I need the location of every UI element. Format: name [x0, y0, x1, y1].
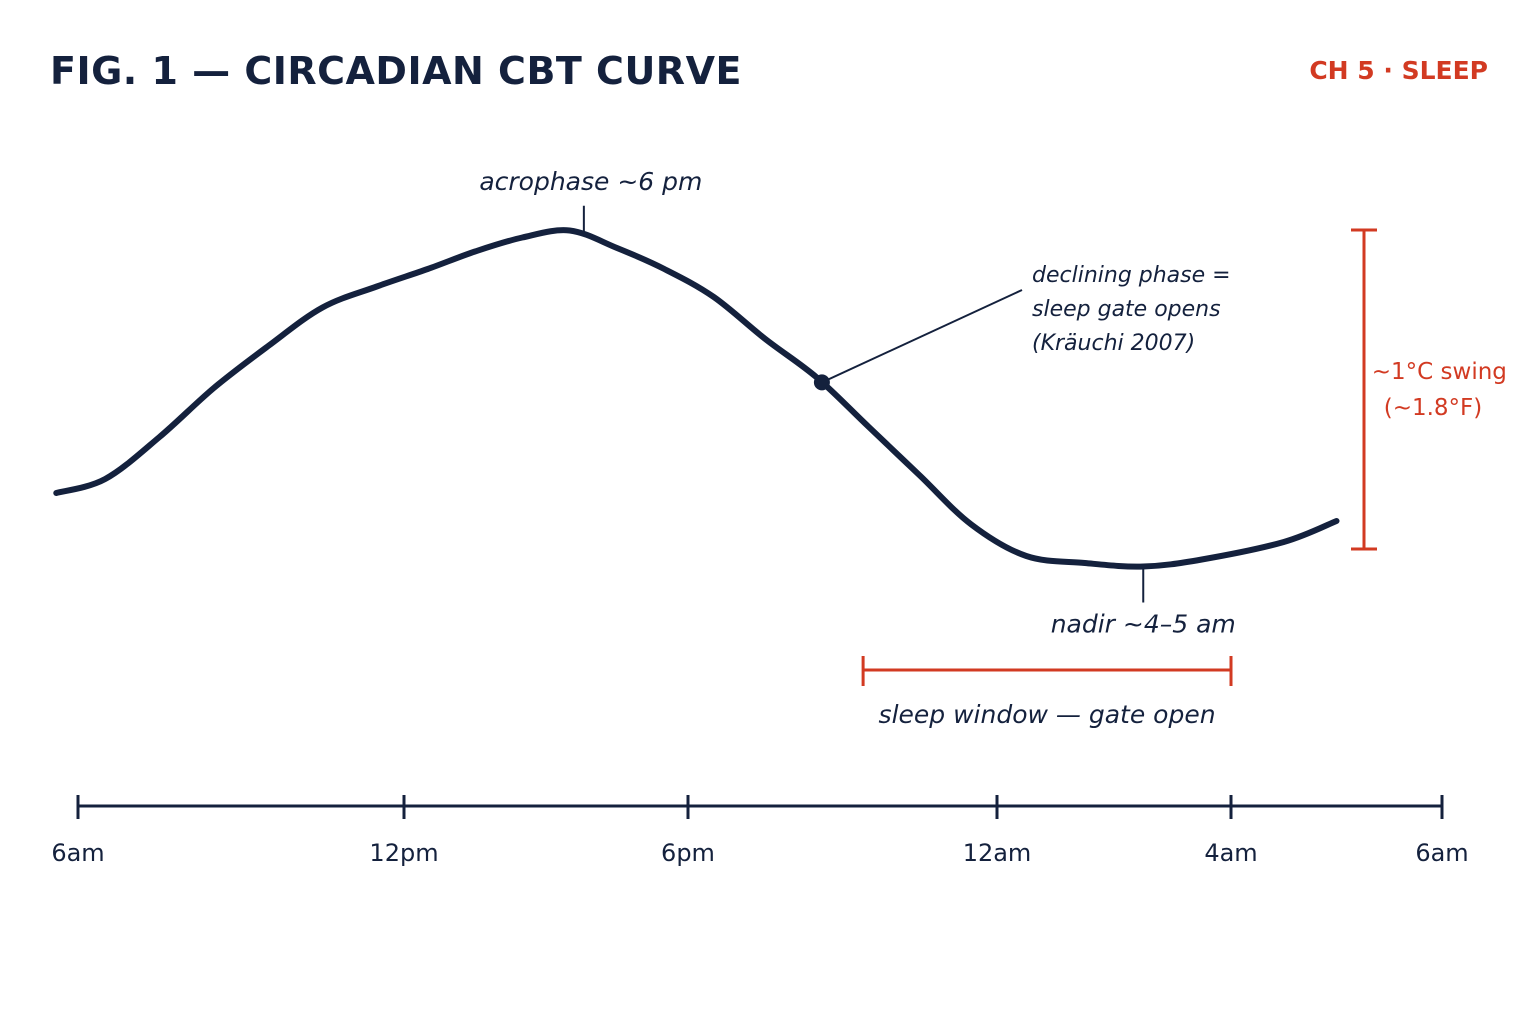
- amplitude-label: ~1°C swing (~1.8°F): [1372, 359, 1514, 421]
- sleep-window-bracket: [861, 656, 1233, 686]
- amplitude-bracket: [1351, 228, 1377, 551]
- nadir-label: nadir ~4–5 am: [1051, 610, 1236, 639]
- chapter-tag: CH 5 · SLEEP: [1309, 56, 1488, 85]
- declining-phase-label: declining phase = sleep gate opens (Kräu…: [1032, 263, 1238, 356]
- amplitude-line-1: ~1°C swing: [1372, 359, 1507, 385]
- declining-phase-leader: [821, 289, 1023, 384]
- x-axis-ticks: 6am 12pm 6pm 12am 4am 6am: [51, 795, 1469, 867]
- x-tick-label: 6pm: [661, 839, 715, 867]
- declining-phase-point: [813, 374, 830, 391]
- cbt-curve-line: [53, 227, 1340, 570]
- declining-phase-line-3: (Kräuchi 2007): [1032, 331, 1195, 356]
- acrophase-label: acrophase ~6 pm: [479, 167, 702, 196]
- sleep-window-label: sleep window — gate open: [879, 700, 1216, 729]
- declining-phase-line-1: declining phase =: [1032, 263, 1231, 288]
- x-tick-label: 12am: [963, 839, 1032, 867]
- x-tick-label: 6am: [51, 839, 104, 867]
- x-tick-label: 4am: [1204, 839, 1257, 867]
- x-tick-label: 6am: [1415, 839, 1468, 867]
- figure-title: FIG. 1 — CIRCADIAN CBT CURVE: [50, 49, 742, 93]
- declining-phase-line-2: sleep gate opens: [1032, 297, 1221, 322]
- amplitude-line-2: (~1.8°F): [1384, 395, 1483, 421]
- x-tick-label: 12pm: [369, 839, 438, 867]
